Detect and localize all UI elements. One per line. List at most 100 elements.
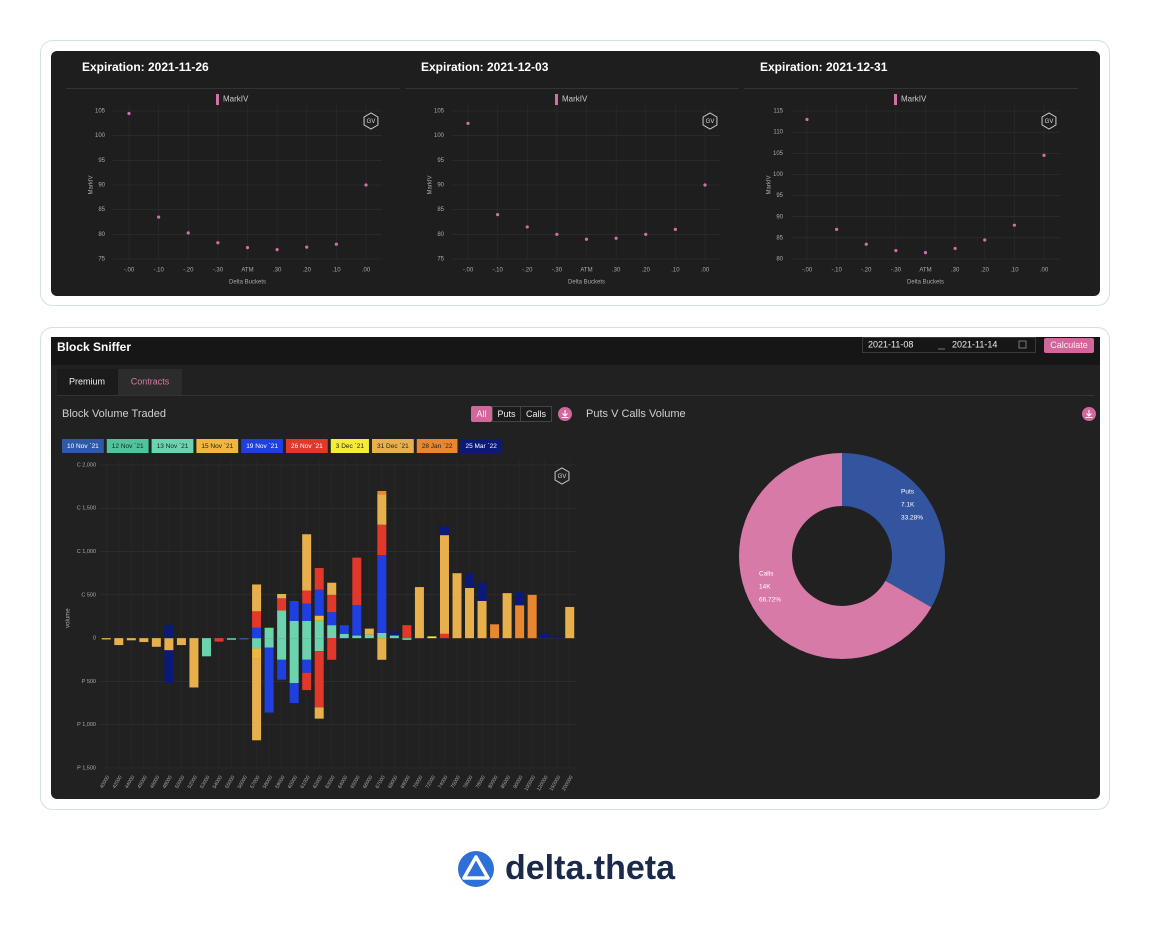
y-tick-label: 80 xyxy=(437,232,444,238)
bar-segment xyxy=(515,592,525,606)
point xyxy=(673,227,677,231)
watermark-icon xyxy=(702,112,718,130)
bar-segment xyxy=(252,638,262,649)
x-tick-label: -.30 xyxy=(552,268,563,274)
x-axis-title: Delta Buckets xyxy=(907,280,944,286)
chart-title: Expiration: 2021-11-26 xyxy=(82,60,209,74)
bar-segment xyxy=(327,638,337,660)
x-tick-label: ATM xyxy=(241,268,253,274)
bar-segment xyxy=(465,587,475,639)
x-tick-label: .30 xyxy=(612,268,621,274)
point xyxy=(245,246,250,250)
y-tick-label: 100 xyxy=(95,133,106,139)
donut-slice xyxy=(842,453,945,608)
x-tick-label: -.20 xyxy=(183,268,194,274)
y-tick-label: 105 xyxy=(95,109,106,115)
calculate-label[interactable]: Calculate xyxy=(1050,340,1088,350)
filter-label[interactable]: Calls xyxy=(526,409,547,419)
bar-segment xyxy=(502,593,512,639)
bar-segment xyxy=(377,632,387,639)
bar-segment xyxy=(490,624,500,639)
bar-segment xyxy=(540,632,550,639)
slice-volume: 7.1K xyxy=(901,502,915,509)
x-tick-label: -.20 xyxy=(861,268,872,274)
bar-segment xyxy=(302,534,312,591)
calculate-button[interactable] xyxy=(1044,338,1094,353)
bar-segment xyxy=(277,638,287,660)
bar-segment xyxy=(139,638,149,643)
point xyxy=(555,232,559,236)
date-from[interactable]: 2021-11-08 xyxy=(868,339,913,349)
date-range[interactable] xyxy=(862,337,1036,353)
bar-segment xyxy=(327,594,337,613)
tab-label[interactable]: Premium xyxy=(69,376,105,386)
point xyxy=(127,111,131,116)
y-tick-label: 85 xyxy=(776,235,783,241)
bar-segment xyxy=(352,557,362,606)
legend-label: MarkIV xyxy=(901,95,927,104)
bar-segment xyxy=(302,638,312,660)
x-tick-label: .10 xyxy=(671,268,680,274)
tab-label[interactable]: Contracts xyxy=(131,376,170,386)
bar-segment xyxy=(352,605,362,636)
bar-segment xyxy=(264,638,274,648)
bar-segment xyxy=(114,638,124,646)
legend-chip xyxy=(330,439,369,453)
y-tick-label: P 1,000 xyxy=(77,722,96,728)
y-tick-label: C 1,500 xyxy=(77,506,96,512)
legend-label: 12 Nov `21 xyxy=(112,443,144,450)
y-tick-label: C 500 xyxy=(81,592,96,598)
bar-segment xyxy=(277,659,287,680)
y-tick-label: P 1,500 xyxy=(77,765,96,771)
point xyxy=(923,251,928,255)
date-to[interactable]: 2021-11-14 xyxy=(952,339,997,349)
legend-swatch xyxy=(216,94,219,105)
bar-segment xyxy=(477,600,487,639)
point xyxy=(275,248,279,252)
y-tick-label: 85 xyxy=(98,207,105,213)
bar-segment xyxy=(252,611,262,628)
filter-label[interactable]: Puts xyxy=(497,409,516,419)
filter-calls[interactable] xyxy=(520,406,552,422)
chart-title: Expiration: 2021-12-31 xyxy=(760,60,888,74)
x-tick-label: ATM xyxy=(919,268,931,274)
x-tick-label: .10 xyxy=(332,268,341,274)
watermark-text: GV xyxy=(367,119,376,125)
bar-segment xyxy=(314,568,324,590)
bar-segment xyxy=(252,627,262,639)
bar-segment xyxy=(277,610,287,639)
point xyxy=(525,225,529,229)
legend-label: 25 Mar `22 xyxy=(465,443,497,450)
slice-percent: 66.72% xyxy=(759,597,781,604)
y-tick-label: 115 xyxy=(773,109,783,115)
x-tick-label: .20 xyxy=(981,268,990,274)
y-axis-title: MarkIV xyxy=(89,175,95,194)
filter-label[interactable]: All xyxy=(476,409,486,419)
x-tick-label: -.30 xyxy=(213,268,224,274)
legend-chip xyxy=(416,439,458,453)
bar-segment xyxy=(352,635,362,639)
legend-chip xyxy=(62,439,104,453)
tab-premium[interactable] xyxy=(57,369,118,395)
point xyxy=(305,245,309,249)
bar-segment xyxy=(515,605,525,639)
x-tick-label: -.10 xyxy=(153,268,164,274)
y-tick-label: 105 xyxy=(773,151,784,157)
tab-contracts[interactable] xyxy=(118,369,182,395)
y-axis-title: MarkIV xyxy=(767,175,773,194)
bar-segment xyxy=(314,620,324,639)
bar-segment xyxy=(302,659,312,673)
x-tick-label: -.20 xyxy=(522,268,533,274)
x-tick-label: ATM xyxy=(580,268,592,274)
bar-segment xyxy=(314,707,324,719)
bar-segment xyxy=(189,638,199,688)
y-tick-label: 75 xyxy=(98,257,105,263)
bar-segment xyxy=(439,633,449,639)
bar-segment xyxy=(327,625,337,639)
bar-segment xyxy=(289,683,299,704)
bar-segment xyxy=(377,555,387,633)
y-tick-label: C 2,000 xyxy=(77,462,96,468)
filter-all[interactable] xyxy=(471,406,492,422)
bar-segment xyxy=(389,632,399,636)
